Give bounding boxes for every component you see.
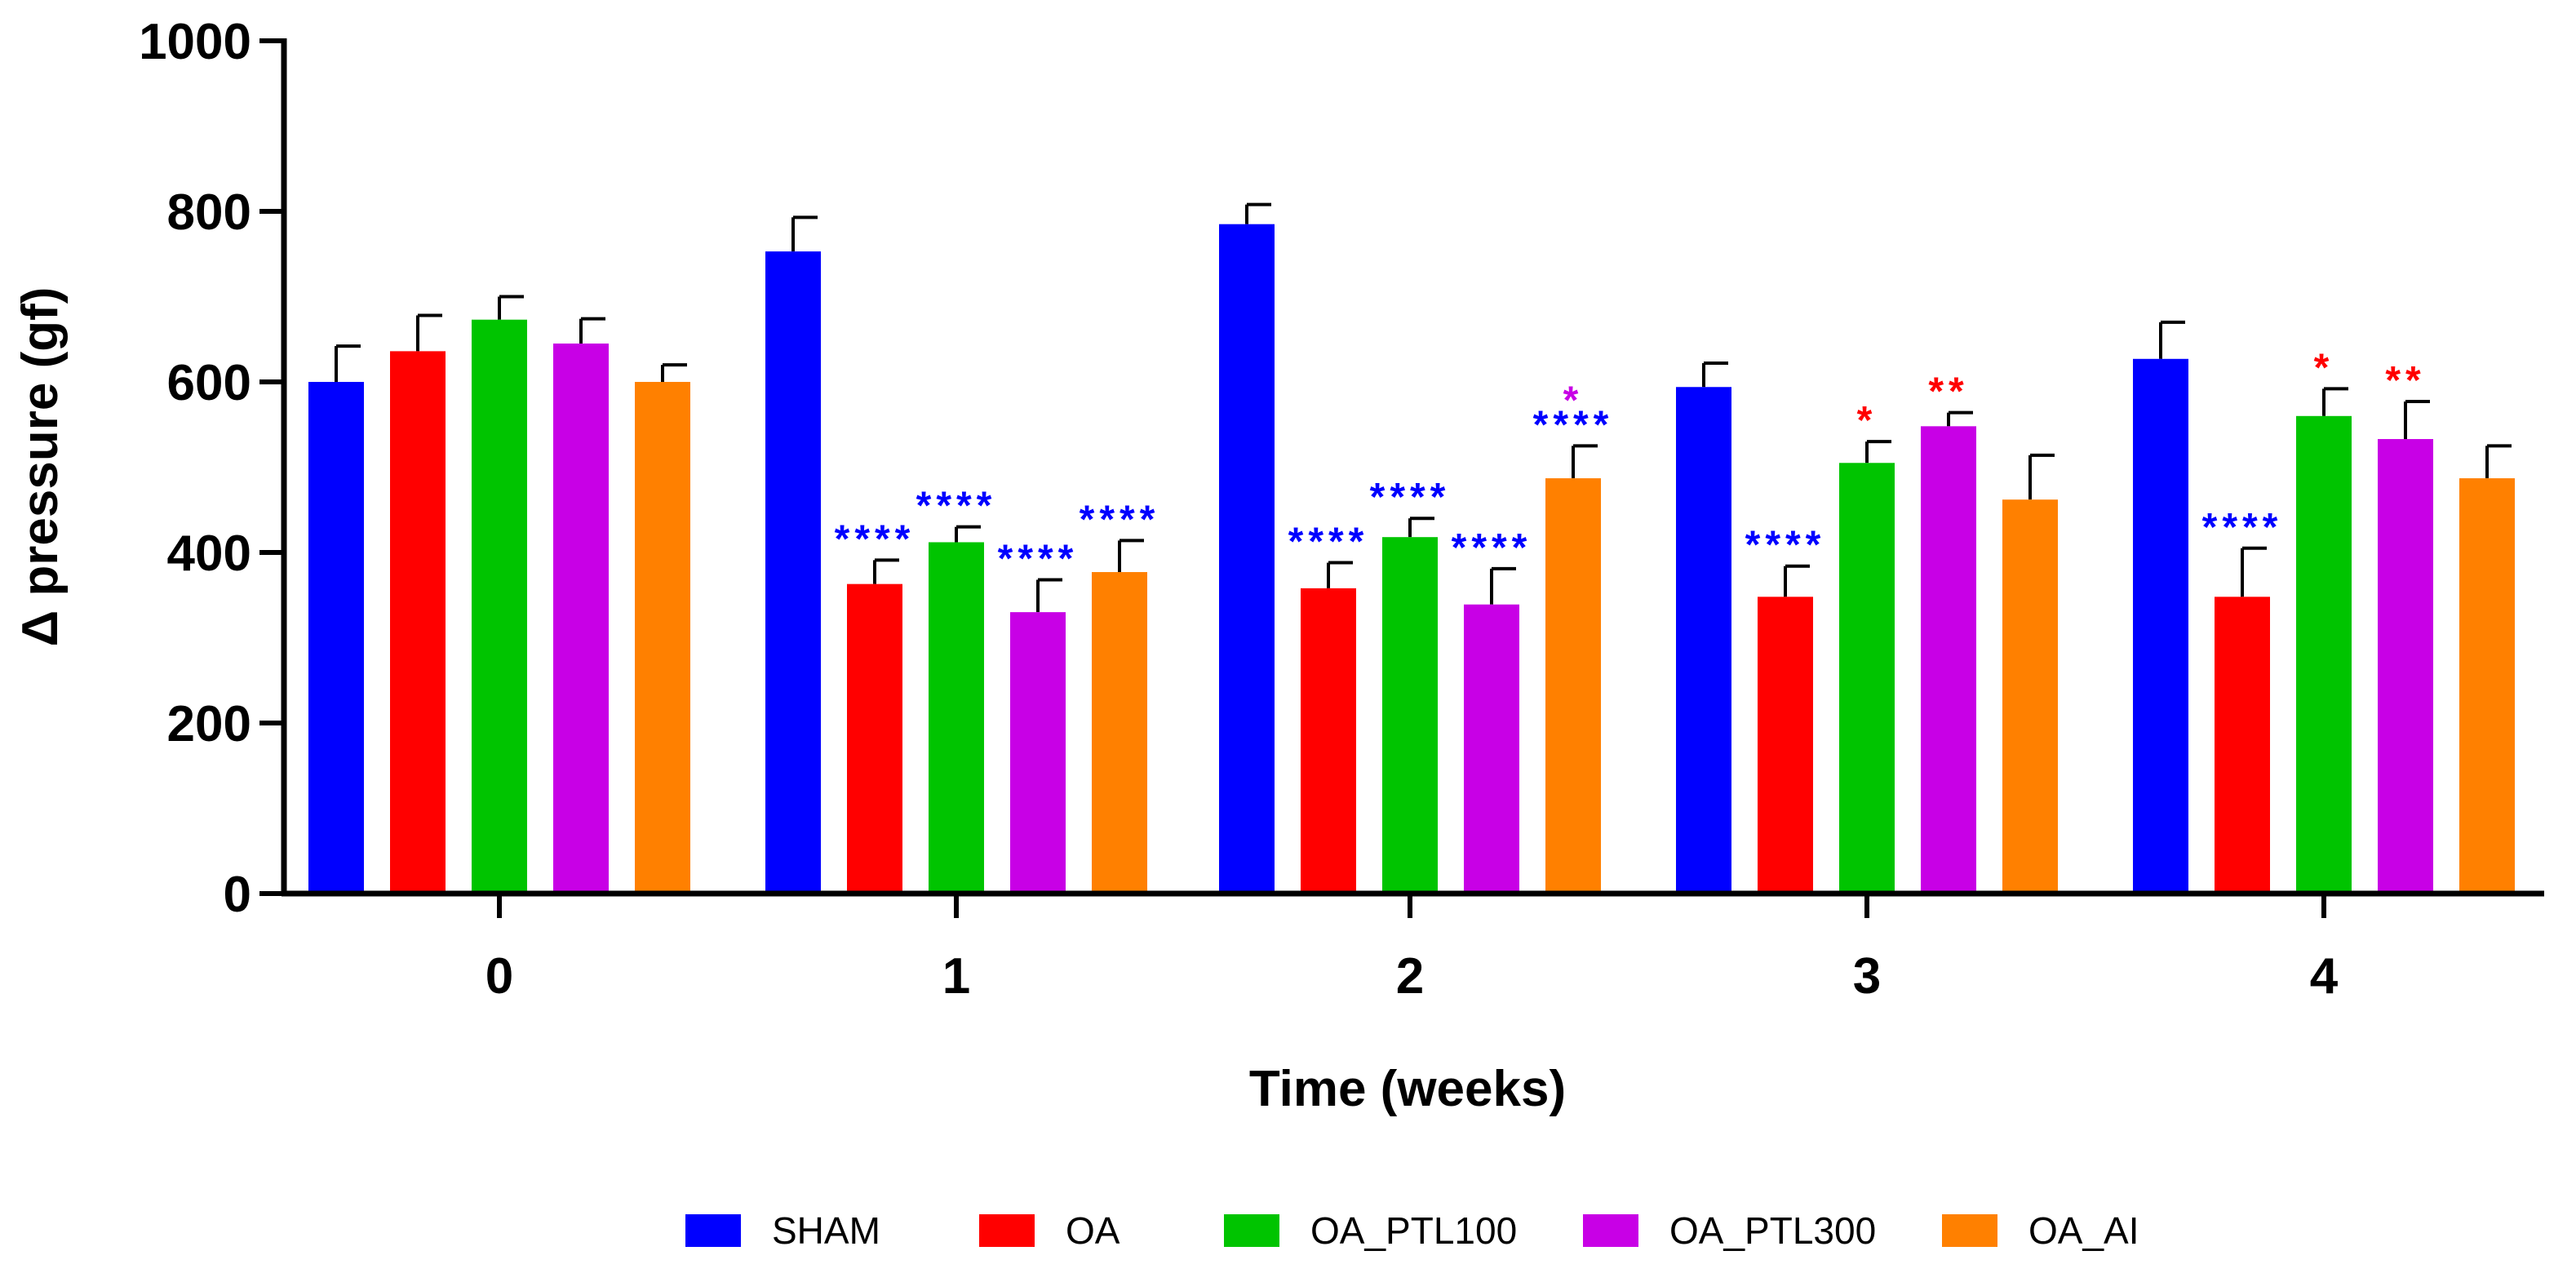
- bar-sham: [1219, 224, 1275, 894]
- significance-mark: ****: [1288, 521, 1369, 564]
- significance-mark: ****: [1080, 498, 1160, 541]
- significance-annotations: ****************************************…: [835, 346, 2425, 580]
- legend-label: SHAM: [772, 1209, 880, 1252]
- significance-mark: *: [1857, 399, 1878, 442]
- bar-oa_ai: [635, 382, 690, 894]
- significance-mark: ****: [1533, 403, 1614, 446]
- x-tick-label: 4: [2310, 948, 2339, 1005]
- bar-group-week-4: [2133, 320, 2515, 894]
- bar-oa_ptl300: [553, 343, 609, 894]
- x-tick-label: 0: [485, 948, 513, 1005]
- bar-oa: [1301, 588, 1356, 894]
- legend-item-oa_ptl300: OA_PTL300: [1583, 1209, 1876, 1252]
- legend-item-oa_ai: OA_AI: [1942, 1209, 2139, 1252]
- y-tick-label: 200: [167, 696, 251, 752]
- bar-group-week-1: [765, 215, 1147, 894]
- y-axis-ticks: 0 200 400 600 800 1000: [139, 14, 284, 923]
- bar-oa_ptl100: [929, 542, 984, 894]
- significance-mark: ****: [916, 485, 997, 528]
- y-tick-label: 600: [167, 355, 251, 411]
- bar-group-week-0: [308, 295, 690, 894]
- legend-item-oa_ptl100: OA_PTL100: [1224, 1209, 1517, 1252]
- bar-group-week-2: [1219, 202, 1601, 894]
- x-tick-label: 2: [1396, 948, 1424, 1005]
- legend-label: OA_PTL300: [1669, 1209, 1876, 1252]
- bar-oa_ptl300: [1010, 612, 1066, 894]
- bar-sham: [308, 382, 364, 894]
- legend-label: OA_AI: [2028, 1209, 2139, 1252]
- bar-oa: [1758, 597, 1813, 894]
- significance-mark: ****: [835, 517, 916, 561]
- x-tick-label: 1: [942, 948, 970, 1005]
- y-tick-label: 1000: [139, 14, 251, 70]
- bar-oa_ptl100: [1382, 537, 1438, 894]
- legend-label: OA: [1066, 1209, 1120, 1252]
- bar-oa_ptl100: [2296, 415, 2352, 894]
- legend: SHAM OA OA_PTL100 OA_PTL300 OA_AI: [685, 1209, 2139, 1252]
- bar-sham: [1676, 387, 1731, 894]
- significance-mark: ****: [2202, 506, 2283, 549]
- bar-oa_ptl100: [472, 319, 527, 894]
- legend-item-oa: OA: [979, 1209, 1120, 1252]
- bar-oa_ai: [1545, 478, 1601, 894]
- x-axis-title: Time (weeks): [1249, 1061, 1566, 1117]
- bar-oa_ai: [2002, 499, 2058, 894]
- x-axis-ticks: 0 1 2 3 4: [485, 894, 2339, 1005]
- significance-mark: *: [1563, 379, 1584, 422]
- y-tick-label: 400: [167, 526, 251, 582]
- legend-label: OA_PTL100: [1310, 1209, 1517, 1252]
- bar-oa: [2215, 597, 2270, 894]
- bar-oa_ptl300: [2378, 439, 2433, 894]
- bar-sham: [765, 251, 821, 894]
- y-tick-label: 800: [167, 184, 251, 241]
- significance-mark: ****: [1745, 524, 1826, 567]
- significance-mark: *: [2314, 346, 2334, 389]
- y-tick-label: 0: [224, 867, 251, 923]
- legend-item-sham: SHAM: [685, 1209, 880, 1252]
- y-axis-title: Δ pressure (gf): [12, 287, 69, 647]
- legend-swatch: [979, 1214, 1035, 1247]
- significance-mark: **: [1928, 370, 1968, 414]
- bar-oa_ptl100: [1839, 463, 1895, 894]
- legend-swatch: [1942, 1214, 1997, 1247]
- bar-oa_ptl300: [1464, 604, 1519, 894]
- legend-swatch: [685, 1214, 741, 1247]
- significance-mark: ****: [1452, 526, 1532, 570]
- bar-oa: [390, 351, 446, 894]
- bar-oa: [847, 583, 902, 894]
- legend-swatch: [1224, 1214, 1279, 1247]
- x-tick-label: 3: [1853, 948, 1881, 1005]
- significance-mark: **: [2385, 359, 2425, 402]
- bar-group-week-3: [1676, 362, 2058, 894]
- significance-mark: ****: [998, 537, 1079, 580]
- legend-swatch: [1583, 1214, 1638, 1247]
- bar-groups: [308, 202, 2515, 894]
- bar-sham: [2133, 358, 2188, 894]
- bar-oa_ai: [1092, 572, 1147, 894]
- significance-mark: ****: [1370, 476, 1451, 519]
- bar-oa_ai: [2459, 478, 2515, 894]
- bar-oa_ptl300: [1921, 426, 1976, 894]
